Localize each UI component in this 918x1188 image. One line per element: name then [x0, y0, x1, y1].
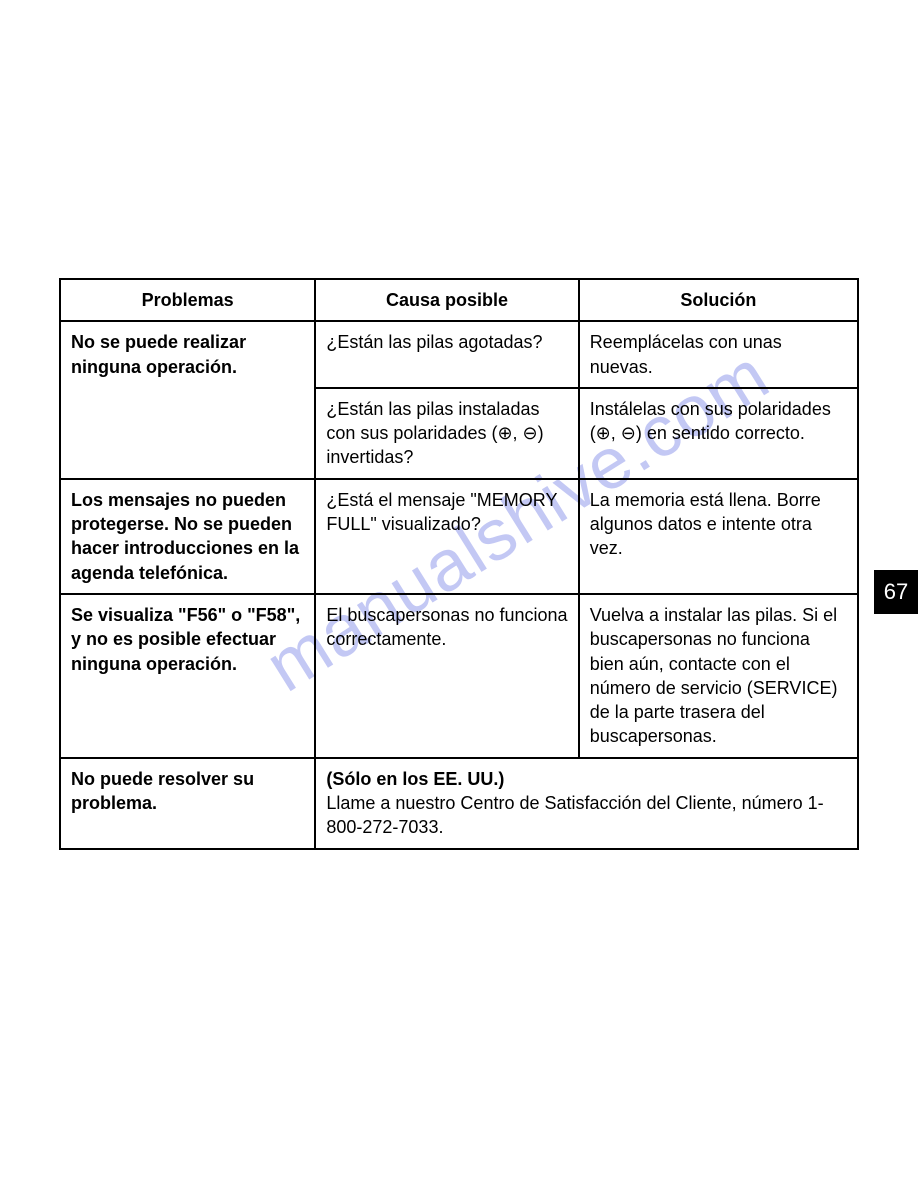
- merged-rest-text: Llame a nuestro Centro de Satisfacción d…: [326, 793, 823, 837]
- troubleshooting-table: Problemas Causa posible Solución No se p…: [59, 278, 859, 850]
- cell-solution: Vuelva a instalar las pilas. Si el busca…: [579, 594, 858, 758]
- cell-cause: El buscapersonas no funciona correctamen…: [315, 594, 578, 758]
- cell-cause: ¿Están las pilas instaladas con sus pola…: [315, 388, 578, 479]
- cell-solution: La memoria está llena. Borre algunos dat…: [579, 479, 858, 594]
- table-row: No se puede realizar ninguna operación. …: [60, 321, 858, 388]
- cell-cause: ¿Están las pilas agotadas?: [315, 321, 578, 388]
- page-number-tab: 67: [874, 570, 918, 614]
- table-container: Problemas Causa posible Solución No se p…: [59, 278, 859, 850]
- cell-merged: (Sólo en los EE. UU.) Llame a nuestro Ce…: [315, 758, 858, 849]
- cell-problem: No puede resolver su problema.: [60, 758, 315, 849]
- col-header-solution: Solución: [579, 279, 858, 321]
- col-header-problems: Problemas: [60, 279, 315, 321]
- cell-solution: Reemplácelas con unas nuevas.: [579, 321, 858, 388]
- cell-solution: Instálelas con sus polaridades (⊕, ⊖) en…: [579, 388, 858, 479]
- cell-problem: No se puede realizar ninguna operación.: [60, 321, 315, 478]
- cell-problem: Los mensajes no pueden protegerse. No se…: [60, 479, 315, 594]
- cell-cause: ¿Está el mensaje "MEMORY FULL" visualiza…: [315, 479, 578, 594]
- table-row: No puede resolver su problema. (Sólo en …: [60, 758, 858, 849]
- table-row: Los mensajes no pueden protegerse. No se…: [60, 479, 858, 594]
- merged-bold-text: (Sólo en los EE. UU.): [326, 769, 504, 789]
- cell-problem: Se visualiza "F56" o "F58", y no es posi…: [60, 594, 315, 758]
- table-header-row: Problemas Causa posible Solución: [60, 279, 858, 321]
- table-row: Se visualiza "F56" o "F58", y no es posi…: [60, 594, 858, 758]
- col-header-cause: Causa posible: [315, 279, 578, 321]
